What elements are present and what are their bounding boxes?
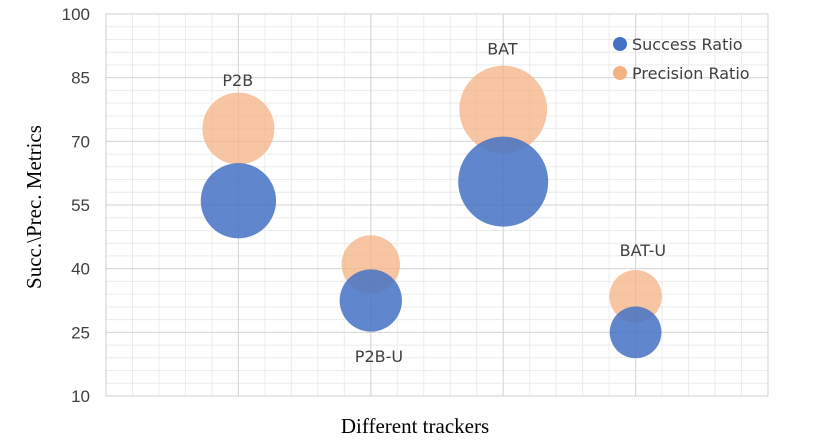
legend-label: Success Ratio (632, 35, 743, 54)
point-label: BAT-U (620, 241, 666, 260)
precision-bubble (202, 92, 275, 165)
legend-marker (613, 66, 627, 80)
success-bubble (458, 136, 549, 227)
plot-border (105, 13, 769, 397)
point-label: P2B (222, 71, 253, 90)
y-tick-label: 10 (71, 387, 90, 406)
y-tick-label: 55 (71, 196, 90, 215)
point-labels: P2B P2B-U BAT BAT-U (222, 39, 666, 366)
y-axis-ticks: 10 25 40 55 70 85 100 (62, 5, 90, 406)
y-tick-label: 25 (71, 323, 90, 342)
success-bubble (609, 306, 662, 359)
y-tick-label: 100 (62, 5, 90, 24)
y-tick-label: 70 (71, 132, 90, 151)
precision-bubble (459, 65, 548, 154)
y-tick-label: 85 (71, 69, 90, 88)
x-axis-title: Different trackers (341, 414, 489, 438)
success-bubble (339, 269, 402, 332)
legend: Success Ratio Precision Ratio (613, 35, 750, 83)
bubbles (200, 65, 662, 359)
legend-marker (613, 37, 627, 51)
legend-label: Precision Ratio (632, 64, 750, 83)
y-axis-title: Succ.\Prec. Metrics (22, 125, 46, 289)
point-label: BAT (487, 39, 518, 58)
y-tick-label: 40 (71, 260, 90, 279)
point-label: P2B-U (355, 347, 403, 366)
precision-bubble (609, 270, 662, 323)
success-bubble (200, 163, 277, 239)
